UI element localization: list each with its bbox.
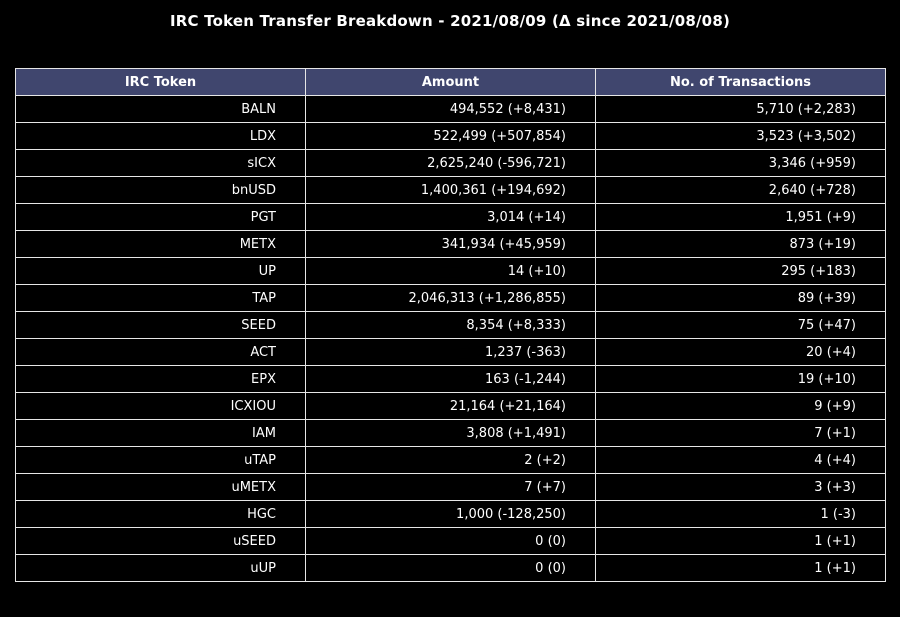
cell-token: ACT (15, 338, 306, 366)
cell-transactions: 1 (+1) (595, 554, 886, 582)
cell-token: bnUSD (15, 176, 306, 204)
table-row: uMETX 7 (+7) 3 (+3) (15, 473, 886, 501)
header-irc-token: IRC Token (15, 68, 306, 96)
cell-transactions: 1,951 (+9) (595, 203, 886, 231)
header-transactions: No. of Transactions (595, 68, 886, 96)
cell-token: UP (15, 257, 306, 285)
table-row: EPX 163 (-1,244) 19 (+10) (15, 365, 886, 393)
table-row: IAM 3,808 (+1,491) 7 (+1) (15, 419, 886, 447)
cell-amount: 1,000 (-128,250) (305, 500, 596, 528)
table-row: SEED 8,354 (+8,333) 75 (+47) (15, 311, 886, 339)
table-row: uSEED 0 (0) 1 (+1) (15, 527, 886, 555)
cell-amount: 14 (+10) (305, 257, 596, 285)
cell-amount: 2 (+2) (305, 446, 596, 474)
cell-amount: 8,354 (+8,333) (305, 311, 596, 339)
table-row: bnUSD 1,400,361 (+194,692) 2,640 (+728) (15, 176, 886, 204)
table-row: ACT 1,237 (-363) 20 (+4) (15, 338, 886, 366)
cell-transactions: 4 (+4) (595, 446, 886, 474)
chart-title: IRC Token Transfer Breakdown - 2021/08/0… (169, 12, 731, 30)
token-transfer-table: IRC Token Amount No. of Transactions BAL… (15, 68, 886, 582)
table-row: sICX 2,625,240 (-596,721) 3,346 (+959) (15, 149, 886, 177)
cell-token: BALN (15, 95, 306, 123)
cell-token: PGT (15, 203, 306, 231)
cell-transactions: 3,346 (+959) (595, 149, 886, 177)
cell-transactions: 3,523 (+3,502) (595, 122, 886, 150)
cell-transactions: 89 (+39) (595, 284, 886, 312)
cell-transactions: 295 (+183) (595, 257, 886, 285)
cell-transactions: 7 (+1) (595, 419, 886, 447)
table-body: BALN 494,552 (+8,431) 5,710 (+2,283) LDX 522… (15, 95, 886, 582)
cell-transactions: 3 (+3) (595, 473, 886, 501)
cell-token: METX (15, 230, 306, 258)
cell-token: uSEED (15, 527, 306, 555)
table-row: BALN 494,552 (+8,431) 5,710 (+2,283) (15, 95, 886, 123)
table-row: UP 14 (+10) 295 (+183) (15, 257, 886, 285)
cell-amount: 341,934 (+45,959) (305, 230, 596, 258)
cell-token: SEED (15, 311, 306, 339)
cell-transactions: 19 (+10) (595, 365, 886, 393)
cell-amount: 3,808 (+1,491) (305, 419, 596, 447)
cell-transactions: 5,710 (+2,283) (595, 95, 886, 123)
cell-amount: 1,400,361 (+194,692) (305, 176, 596, 204)
cell-token: uMETX (15, 473, 306, 501)
cell-amount: 2,625,240 (-596,721) (305, 149, 596, 177)
cell-transactions: 873 (+19) (595, 230, 886, 258)
table-row: METX 341,934 (+45,959) 873 (+19) (15, 230, 886, 258)
table-header-row: IRC Token Amount No. of Transactions (15, 68, 886, 96)
table-row: uUP 0 (0) 1 (+1) (15, 554, 886, 582)
cell-transactions: 1 (+1) (595, 527, 886, 555)
table-row: uTAP 2 (+2) 4 (+4) (15, 446, 886, 474)
cell-transactions: 2,640 (+728) (595, 176, 886, 204)
cell-amount: 21,164 (+21,164) (305, 392, 596, 420)
cell-transactions: 75 (+47) (595, 311, 886, 339)
cell-amount: 3,014 (+14) (305, 203, 596, 231)
cell-amount: 7 (+7) (305, 473, 596, 501)
cell-token: TAP (15, 284, 306, 312)
cell-amount: 0 (0) (305, 527, 596, 555)
cell-token: LDX (15, 122, 306, 150)
table-row: ICXIOU 21,164 (+21,164) 9 (+9) (15, 392, 886, 420)
cell-token: EPX (15, 365, 306, 393)
cell-token: sICX (15, 149, 306, 177)
cell-amount: 2,046,313 (+1,286,855) (305, 284, 596, 312)
table-row: PGT 3,014 (+14) 1,951 (+9) (15, 203, 886, 231)
table-row: HGC 1,000 (-128,250) 1 (-3) (15, 500, 886, 528)
cell-token: uTAP (15, 446, 306, 474)
cell-token: ICXIOU (15, 392, 306, 420)
cell-token: IAM (15, 419, 306, 447)
cell-amount: 163 (-1,244) (305, 365, 596, 393)
cell-amount: 1,237 (-363) (305, 338, 596, 366)
table-row: LDX 522,499 (+507,854) 3,523 (+3,502) (15, 122, 886, 150)
table-row: TAP 2,046,313 (+1,286,855) 89 (+39) (15, 284, 886, 312)
cell-transactions: 20 (+4) (595, 338, 886, 366)
header-amount: Amount (305, 68, 596, 96)
cell-amount: 0 (0) (305, 554, 596, 582)
cell-token: uUP (15, 554, 306, 582)
cell-transactions: 9 (+9) (595, 392, 886, 420)
cell-amount: 494,552 (+8,431) (305, 95, 596, 123)
cell-amount: 522,499 (+507,854) (305, 122, 596, 150)
cell-transactions: 1 (-3) (595, 500, 886, 528)
cell-token: HGC (15, 500, 306, 528)
